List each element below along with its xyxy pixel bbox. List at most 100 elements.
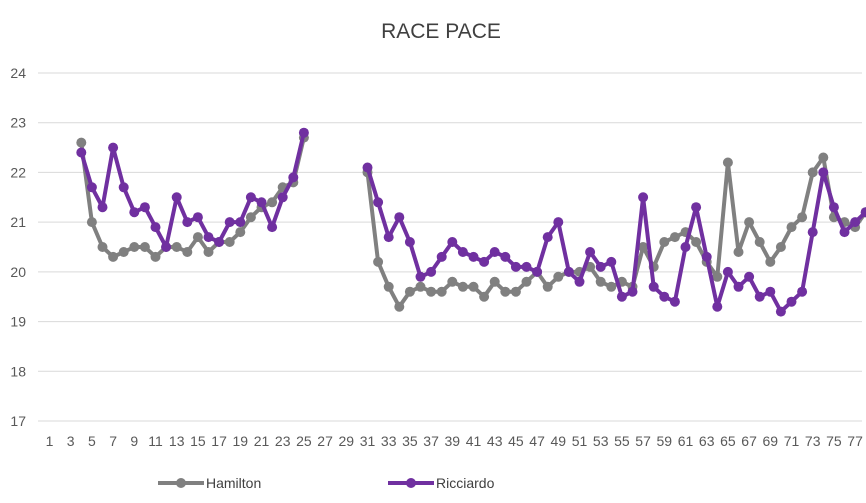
data-point-ricciardo [468,251,479,262]
data-point-hamilton [436,286,447,297]
series-line-ricciardo-segment-1 [79,130,306,249]
legend-marker [406,478,416,488]
data-point-ricciardo [606,256,617,267]
x-tick-label: 73 [805,433,821,449]
data-point-ricciardo [150,222,161,233]
data-point-hamilton [192,232,203,243]
data-point-ricciardo [457,247,468,257]
legend-label: Hamilton [206,475,261,491]
data-point-ricciardo [510,261,521,272]
data-point-hamilton [659,237,670,247]
data-point-ricciardo [860,207,866,218]
data-point-ricciardo [680,242,691,252]
x-tick-label: 13 [169,433,185,449]
y-tick-label: 23 [10,115,26,131]
data-point-ricciardo [659,291,670,302]
x-tick-label: 61 [678,433,694,449]
y-tick-label: 17 [10,413,26,429]
data-point-ricciardo [839,227,850,238]
data-point-hamilton [97,242,108,252]
data-point-ricciardo [415,271,426,282]
data-point-ricciardo [214,237,225,247]
data-point-ricciardo [595,261,606,272]
data-point-ricciardo [532,266,543,277]
data-point-ricciardo [118,182,129,193]
data-point-ricciardo [669,296,680,307]
data-point-hamilton [669,232,680,243]
legend-marker [176,478,186,488]
data-point-hamilton [733,247,744,257]
data-point-hamilton [129,242,140,252]
x-tick-label: 33 [381,433,397,449]
data-point-hamilton [542,281,553,292]
data-point-hamilton [415,281,426,292]
data-point-ricciardo [553,217,564,228]
data-point-hamilton [468,281,479,292]
x-tick-label: 35 [402,433,418,449]
data-point-ricciardo [797,286,808,297]
data-point-hamilton [606,281,617,292]
x-tick-label: 19 [233,433,249,449]
x-tick-label: 29 [339,433,355,449]
data-point-ricciardo [436,251,447,262]
data-point-ricciardo [627,286,638,297]
data-point-ricciardo [500,251,511,262]
data-point-ricciardo [574,276,585,287]
data-point-ricciardo [267,222,278,233]
data-point-ricciardo [733,281,744,292]
data-point-ricciardo [754,291,765,302]
x-tick-label: 21 [254,433,270,449]
data-point-ricciardo [691,202,702,213]
data-point-ricciardo [426,266,437,277]
data-point-ricciardo [245,192,256,203]
x-tick-label: 43 [487,433,503,449]
data-point-hamilton [775,242,786,252]
data-point-hamilton [108,251,119,262]
data-point-hamilton [182,247,193,257]
data-point-ricciardo [97,202,108,213]
x-tick-label: 49 [551,433,567,449]
data-point-ricciardo [818,167,829,178]
x-tick-label: 75 [826,433,842,449]
data-point-hamilton [139,242,150,252]
data-point-hamilton [118,247,129,257]
series-line-hamilton-segment-1 [79,135,306,259]
x-tick-label: 69 [763,433,779,449]
x-tick-label: 37 [423,433,439,449]
data-point-hamilton [744,217,755,228]
data-point-hamilton [383,281,394,292]
x-tick-label: 3 [67,433,75,449]
data-point-ricciardo [850,217,861,228]
x-tick-label: 53 [593,433,609,449]
data-point-ricciardo [182,217,193,228]
data-point-ricciardo [489,247,500,257]
x-tick-label: 31 [360,433,376,449]
data-point-hamilton [765,256,776,267]
y-tick-label: 24 [10,65,26,81]
legend-item-hamilton: Hamilton [158,475,261,491]
data-point-ricciardo [585,247,596,257]
data-point-ricciardo [521,261,532,272]
data-point-ricciardo [828,202,839,213]
data-point-hamilton [595,276,606,287]
data-point-ricciardo [404,237,415,247]
y-tick-label: 20 [10,264,26,280]
series-lines [76,127,866,317]
x-tick-label: 15 [190,433,206,449]
data-point-ricciardo [288,172,299,183]
x-tick-label: 57 [635,433,651,449]
series-ricciardo [76,127,866,317]
data-point-hamilton [171,242,182,252]
data-point-hamilton [500,286,511,297]
data-point-hamilton [754,237,765,247]
data-point-hamilton [489,276,500,287]
data-point-ricciardo [765,286,776,297]
data-point-hamilton [426,286,437,297]
x-tick-label: 47 [529,433,545,449]
data-point-hamilton [807,167,818,178]
data-point-ricciardo [108,142,119,153]
x-tick-label: 55 [614,433,630,449]
x-tick-label: 71 [784,433,800,449]
data-point-hamilton [373,256,384,267]
